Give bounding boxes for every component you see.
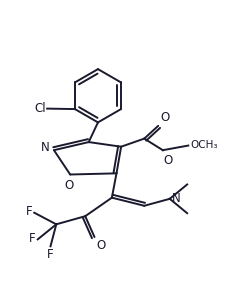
Text: N: N bbox=[41, 142, 50, 154]
Text: O: O bbox=[97, 239, 106, 252]
Text: OCH₃: OCH₃ bbox=[190, 140, 218, 150]
Text: O: O bbox=[64, 179, 74, 192]
Text: F: F bbox=[26, 205, 32, 218]
Text: O: O bbox=[160, 111, 169, 124]
Text: Cl: Cl bbox=[34, 102, 46, 115]
Text: F: F bbox=[47, 248, 53, 261]
Text: O: O bbox=[163, 154, 172, 167]
Text: F: F bbox=[29, 232, 35, 246]
Text: N: N bbox=[172, 192, 180, 205]
